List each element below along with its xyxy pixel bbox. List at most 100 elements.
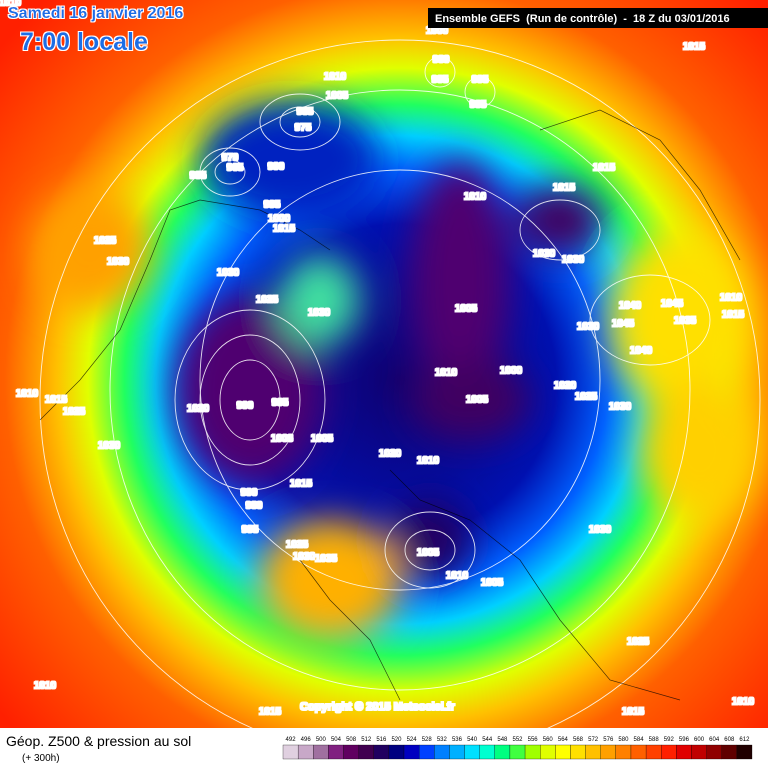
scale-swatch: [358, 744, 374, 760]
pressure-label: 1005: [481, 578, 504, 589]
pressure-label: 1030: [562, 255, 585, 266]
copyright: Copyright © 2015 Meteociel.fr: [300, 701, 456, 713]
pressure-label: 965: [227, 163, 244, 174]
pressure-label: 1010: [720, 293, 743, 304]
scale-swatch: [691, 744, 707, 760]
height-field: [30, 100, 760, 640]
scale-label: 612: [739, 737, 750, 743]
scale-label: 532: [437, 737, 448, 743]
scale-label: 540: [467, 737, 478, 743]
pressure-label: 1005: [311, 434, 334, 445]
pressure-label: 1030: [293, 552, 316, 563]
pressure-label: 985: [470, 100, 487, 111]
scale-label: 564: [558, 737, 569, 743]
scale-label: 592: [664, 737, 675, 743]
pressure-label: 1025: [627, 637, 650, 648]
scale-label: 584: [634, 737, 645, 743]
pressure-label: 1005: [466, 395, 489, 406]
isobars: [39, 39, 761, 761]
pressure-label: 1045: [661, 299, 684, 310]
scale-label: 556: [528, 737, 539, 743]
pressure-label: 1030: [308, 308, 331, 319]
pressure-label: 995: [264, 200, 281, 211]
scale-swatch: [464, 744, 480, 760]
scale-swatch: [509, 744, 526, 760]
pressure-label: 985: [432, 75, 449, 86]
pressure-label: 1020: [379, 449, 402, 460]
scale-swatch: [479, 744, 495, 760]
pressure-label: 1000: [500, 366, 523, 377]
scale-swatch: [403, 744, 420, 760]
pressure-label: 1010: [34, 681, 57, 692]
pressure-label: 1015: [553, 183, 576, 194]
pressure-label: 1030: [217, 268, 240, 279]
scale-label: 536: [452, 737, 463, 743]
pressure-label: 1000: [426, 26, 449, 37]
footer-title: Géop. Z500 & pression au sol: [6, 733, 191, 749]
scale-swatch: [373, 744, 390, 760]
scale-label: 520: [391, 737, 402, 743]
pressure-label: 1025: [94, 236, 117, 247]
scale-label: 492: [286, 737, 297, 743]
scale-label: 576: [603, 737, 614, 743]
scale-label: 596: [679, 737, 690, 743]
scale-swatch: [555, 744, 571, 760]
pressure-label: 995: [272, 398, 289, 409]
scale-swatch: [570, 744, 586, 760]
pressure-label: 970: [222, 153, 239, 164]
scale-swatch: [388, 744, 405, 760]
pressure-label: 1015: [622, 707, 645, 718]
scale-label: 512: [361, 737, 372, 743]
scale-swatch: [524, 744, 541, 760]
scale-label: 500: [316, 737, 327, 743]
pressure-label: 985: [297, 107, 314, 118]
pressure-label: 990: [241, 488, 258, 499]
pressure-label: 1010: [435, 368, 458, 379]
scale-label: 516: [376, 737, 387, 743]
pressure-label: 980: [246, 501, 263, 512]
pressure-label: 1015: [722, 310, 745, 321]
scale-swatch: [313, 744, 329, 760]
color-scale: 492 496 500 504 508 512 516 520 524 528 532 536 540 5…: [282, 737, 753, 760]
pressure-label: 1015: [259, 707, 282, 718]
scale-label: 604: [709, 737, 720, 743]
scale-swatch: [297, 744, 314, 760]
scale-swatch: [615, 744, 632, 760]
scale-label: 504: [331, 737, 342, 743]
pressure-label: 1030: [107, 257, 130, 268]
pressure-label: 990: [237, 401, 254, 412]
pressure-label: 1025: [63, 407, 86, 418]
pressure-label: 975: [295, 123, 312, 134]
pressure-label: 1015: [45, 395, 68, 406]
scale-swatch: [282, 744, 299, 760]
pressure-label: 1030: [577, 322, 600, 333]
pressure-label: 1020: [554, 381, 577, 392]
pressure-label: 1030: [533, 249, 556, 260]
pressure-label: 1010: [324, 72, 347, 83]
scale-swatch: [600, 744, 616, 760]
scale-label: 496: [301, 737, 312, 743]
coastlines: [39, 109, 741, 701]
scale-swatch: [736, 744, 753, 760]
scale-swatch: [328, 744, 344, 760]
scale-swatch: [630, 744, 647, 760]
pressure-label: 1000: [268, 214, 291, 225]
scale-label: 560: [543, 737, 554, 743]
footer-lead: (+ 300h): [22, 753, 60, 764]
pressure-label: 1005: [455, 304, 478, 315]
run-info: Ensemble GEFS (Run de contrôle) - 18 Z d…: [435, 13, 730, 25]
scale-swatch: [449, 744, 465, 760]
scale-swatch: [585, 744, 601, 760]
pressure-label: 980: [433, 55, 450, 66]
pressure-label: 1015: [290, 479, 313, 490]
pressure-label: 1005: [417, 548, 440, 559]
scale-swatch: [661, 744, 677, 760]
pressure-label: 1015: [273, 224, 296, 235]
pressure-label: 1010: [464, 192, 487, 203]
scale-label: 568: [573, 737, 584, 743]
pressure-label: 1020: [187, 404, 210, 415]
pressure-label: 1030: [609, 402, 632, 413]
